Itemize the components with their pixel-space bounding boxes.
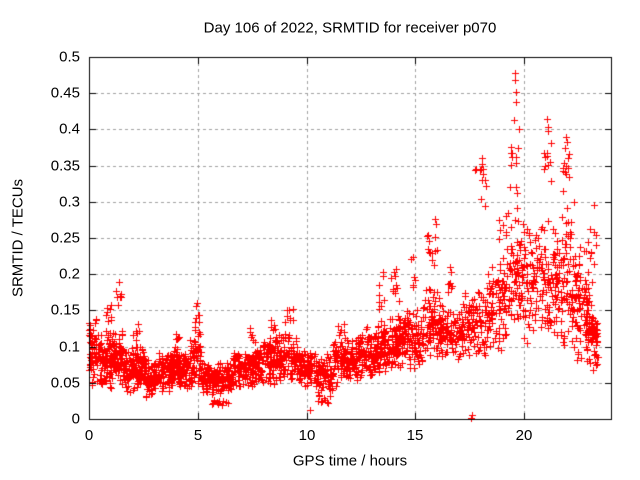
y-tick-label: 0 <box>71 410 80 428</box>
x-tick-label: 10 <box>298 427 316 444</box>
y-tick-label: 0.15 <box>50 301 80 319</box>
x-tick-label: 15 <box>406 427 424 444</box>
y-tick-label: 0.25 <box>50 229 80 247</box>
x-tick-label: 5 <box>193 427 203 444</box>
x-tick-label: 20 <box>515 427 533 444</box>
y-tick-label: 0.45 <box>50 84 80 102</box>
y-tick-label: 0.35 <box>50 157 80 175</box>
x-axis-label: GPS time / hours <box>292 452 408 470</box>
y-tick-label: 0.3 <box>59 193 80 211</box>
y-tick-label: 0.2 <box>59 265 80 283</box>
x-tick-label: 0 <box>84 427 94 444</box>
y-tick-label: 0.1 <box>59 338 80 356</box>
y-tick-label: 0.05 <box>50 374 80 392</box>
y-tick-label: 0.4 <box>59 120 80 138</box>
y-tick-label: 0.5 <box>59 48 80 66</box>
